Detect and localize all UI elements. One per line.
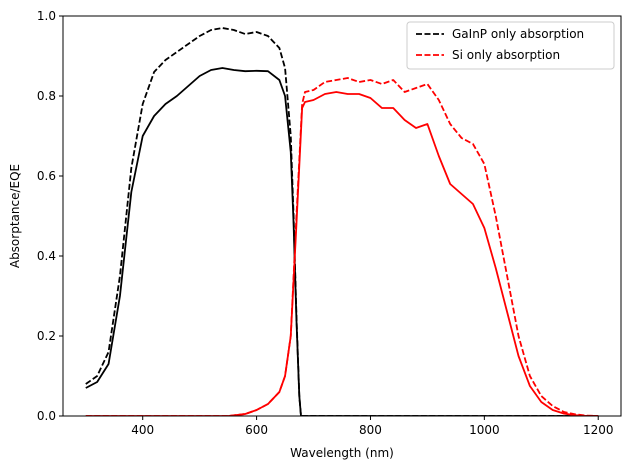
y-axis-title: Absorptance/EQE: [8, 164, 22, 268]
legend-box: [406, 21, 615, 70]
x-tick-label: 1000: [469, 423, 500, 437]
plot-frame: [62, 15, 622, 417]
y-tick-label: 0.8: [37, 89, 56, 103]
y-tick-label: 0.2: [37, 329, 56, 343]
x-axis: 400 600 800 1000 1200: [131, 416, 613, 437]
y-axis: 0.0 0.2 0.4 0.6 0.8 1.0: [37, 9, 63, 423]
y-tick-label: 0.6: [37, 169, 56, 183]
series-line-gainp-absorption: [85, 27, 599, 416]
x-tick-label: 800: [359, 423, 382, 437]
y-tick-label: 0.4: [37, 249, 56, 263]
legend-label-si: Si only absorption: [452, 48, 560, 62]
series-layer: [85, 27, 599, 416]
series-line-si-eqe: [85, 91, 599, 416]
x-tick-label: 600: [245, 423, 268, 437]
x-tick-label: 1200: [583, 423, 614, 437]
y-tick-label: 0.0: [37, 409, 56, 423]
y-tick-label: 1.0: [37, 9, 56, 23]
legend-label-gainp: GaInP only absorption: [452, 27, 584, 41]
series-line-gainp-eqe: [85, 67, 599, 416]
x-axis-title: Wavelength (nm): [290, 446, 394, 460]
x-tick-label: 400: [131, 423, 154, 437]
legend: GaInP only absorption Si only absorption: [406, 21, 615, 70]
